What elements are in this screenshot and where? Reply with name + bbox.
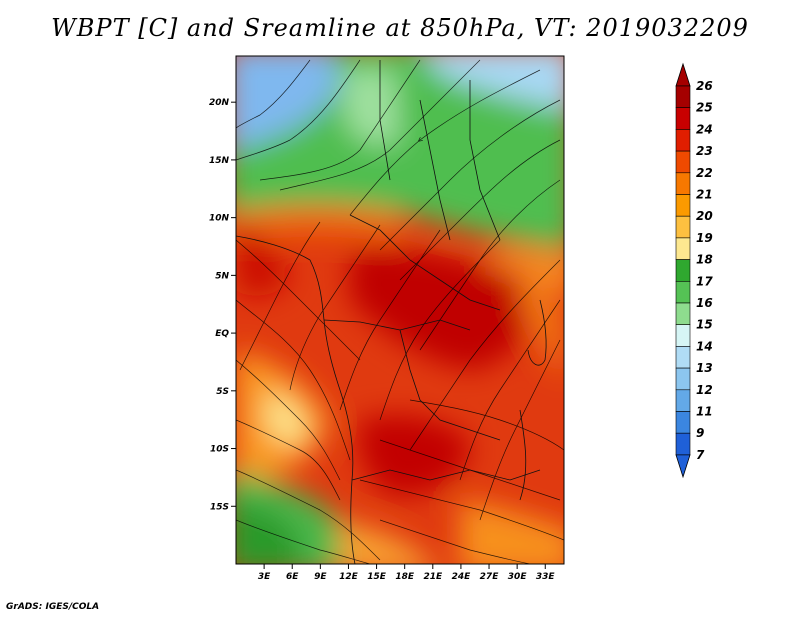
lat-tick-label: 15S — [210, 502, 229, 512]
colorbar-swatch — [675, 367, 691, 391]
colorbar-swatch — [675, 259, 691, 282]
colorbar-level-label: 22 — [696, 166, 713, 180]
lon-tick-label: 27E — [480, 572, 500, 582]
map-frame — [235, 55, 565, 565]
colorbar-swatch — [675, 237, 691, 260]
lon-tick-label: 6E — [286, 572, 299, 582]
colorbar-level-label: 11 — [696, 405, 713, 419]
colorbar-level-label: 19 — [696, 231, 713, 245]
temperature-field — [236, 56, 564, 564]
chart-title: WBPT [C] and Sreamline at 850hPa, VT: 20… — [51, 14, 749, 42]
colorbar-level-label: 16 — [696, 296, 713, 310]
colorbar-level-label: 7 — [696, 448, 705, 462]
colorbar-swatch — [675, 129, 691, 152]
colorbar-swatch — [675, 150, 691, 174]
colorbar-swatch — [675, 215, 691, 239]
lon-tick-label: 9E — [314, 572, 327, 582]
colorbar-level-label: 25 — [696, 101, 713, 115]
colorbar-swatch — [675, 389, 691, 412]
colorbar-level-label: 12 — [696, 383, 713, 397]
colorbar-level-label: 14 — [696, 339, 713, 353]
colorbar-level-label: 9 — [696, 426, 704, 440]
lon-tick-label: 3E — [258, 572, 271, 582]
colorbar: 26 25 24 23 22 21 20 19 18 17 16 15 14 13 12 11 9 7 — [675, 62, 713, 479]
lon-tick-label: 18E — [395, 572, 415, 582]
colorbar-swatch — [675, 346, 691, 369]
colorbar-swatch — [675, 172, 691, 195]
lat-tick-label: 10S — [210, 445, 229, 455]
lat-tick-label: EQ — [215, 329, 229, 339]
lon-tick-label: 30E — [508, 572, 528, 582]
lon-tick-label: 12E — [339, 572, 359, 582]
colorbar-swatch — [675, 107, 691, 130]
colorbar-top-arrow — [675, 62, 691, 87]
colorbar-swatch — [675, 411, 691, 434]
colorbar-swatch — [675, 302, 691, 326]
colorbar-level-label: 23 — [696, 144, 713, 158]
lat-tick-label: 10N — [209, 214, 230, 224]
colorbar-swatch — [675, 194, 691, 217]
colorbar-level-label: 13 — [696, 361, 713, 375]
colorbar-level-label: 18 — [696, 253, 713, 267]
lat-tick-label: 5S — [216, 387, 229, 397]
colorbar-level-label: 15 — [696, 318, 713, 332]
footer-credit: GrADS: IGES/COLA — [6, 602, 100, 612]
longitude-axis: 3E 6E 9E 12E 15E 18E 21E 24E 27E 30E 33E — [258, 564, 556, 582]
colorbar-level-label: 17 — [696, 274, 713, 288]
streamlines — [236, 59, 564, 564]
boundaries — [236, 60, 547, 564]
lon-tick-label: 15E — [367, 572, 387, 582]
colorbar-swatch — [675, 432, 691, 456]
lat-tick-label: 15N — [209, 156, 230, 166]
colorbar-level-label: 20 — [696, 209, 713, 223]
lon-tick-label: 21E — [423, 572, 443, 582]
lon-tick-label: 24E — [452, 572, 472, 582]
latitude-axis: 20N 15N 10N 5N EQ 5S 10S 15S — [209, 98, 236, 512]
colorbar-level-label: 26 — [696, 79, 713, 93]
colorbar-level-label: 24 — [696, 122, 713, 136]
lat-tick-label: 20N — [209, 98, 230, 108]
colorbar-swatch — [675, 324, 691, 347]
colorbar-bottom-arrow — [675, 454, 691, 479]
colorbar-swatch — [675, 85, 691, 109]
colorbar-swatch — [675, 280, 691, 304]
colorbar-level-label: 21 — [696, 188, 713, 202]
lat-tick-label: 5N — [215, 271, 229, 281]
lon-tick-label: 33E — [536, 572, 556, 582]
